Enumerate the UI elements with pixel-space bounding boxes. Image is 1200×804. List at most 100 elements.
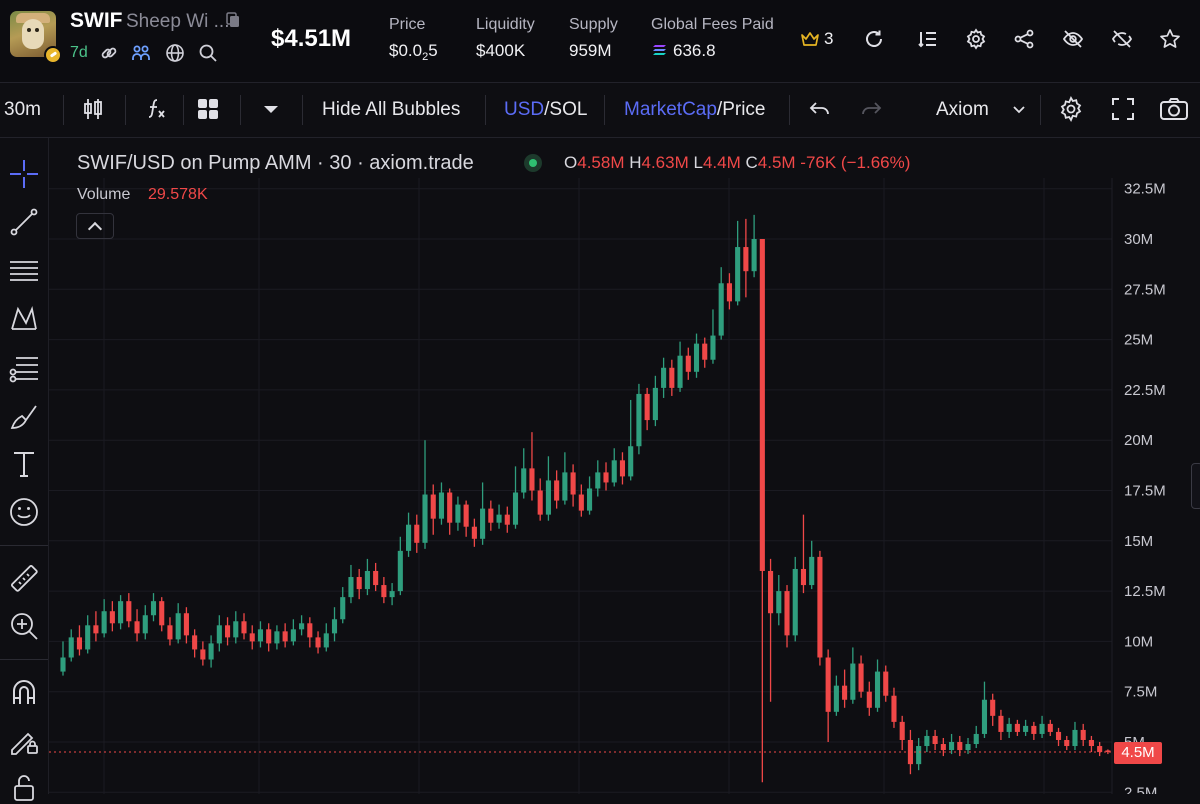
candle-body bbox=[924, 735, 930, 747]
candle-body bbox=[480, 508, 486, 539]
panel-resize-handle[interactable] bbox=[1191, 463, 1200, 509]
magnet-icon[interactable] bbox=[8, 676, 40, 708]
price-option[interactable]: /Price bbox=[716, 99, 766, 120]
token-avatar[interactable] bbox=[10, 11, 56, 57]
candle-body bbox=[224, 625, 231, 638]
price-value: $0.025 bbox=[389, 41, 438, 63]
candle-body bbox=[587, 488, 593, 511]
refresh-icon[interactable] bbox=[863, 28, 885, 50]
ruler-icon[interactable] bbox=[8, 562, 40, 594]
brush-icon[interactable] bbox=[8, 400, 40, 432]
candle-body bbox=[776, 591, 782, 614]
search-icon[interactable] bbox=[198, 43, 218, 63]
candle-body bbox=[1047, 723, 1053, 732]
candle-body bbox=[216, 625, 222, 644]
y-tick-label: 20M bbox=[1124, 432, 1153, 449]
collapse-legend-button[interactable] bbox=[76, 213, 114, 239]
layout-selector[interactable]: Axiom bbox=[936, 99, 989, 120]
candle-body bbox=[1080, 729, 1086, 740]
indicators-icon[interactable] bbox=[143, 96, 169, 122]
interval-selector[interactable]: 30m bbox=[4, 99, 41, 120]
candle-body bbox=[85, 625, 91, 650]
candle-body bbox=[842, 685, 848, 700]
candle-body bbox=[702, 343, 708, 360]
candle-body bbox=[850, 663, 856, 700]
currency-toggle[interactable]: USD/SOL bbox=[504, 99, 587, 121]
undo-icon[interactable] bbox=[807, 96, 833, 122]
metric-toggle[interactable]: MarketCap/Price bbox=[624, 99, 766, 121]
candle-body bbox=[430, 494, 436, 519]
candle-body bbox=[406, 524, 412, 551]
lock-icon[interactable] bbox=[8, 772, 40, 804]
candle-body bbox=[949, 742, 955, 751]
chevron-down-icon[interactable] bbox=[258, 96, 284, 122]
crown-icon[interactable] bbox=[800, 30, 820, 48]
candle-body bbox=[364, 570, 370, 590]
hide-bubbles-button[interactable]: Hide All Bubbles bbox=[322, 99, 461, 120]
redo-icon[interactable] bbox=[858, 96, 884, 122]
candle-body bbox=[307, 623, 313, 638]
sol-option[interactable]: /SOL bbox=[544, 99, 588, 120]
lock-drawing-icon[interactable] bbox=[8, 724, 40, 756]
people-icon[interactable] bbox=[131, 43, 151, 63]
eye-slash-icon[interactable] bbox=[1111, 28, 1133, 50]
candle-body bbox=[266, 629, 272, 644]
candle-body bbox=[1072, 729, 1078, 747]
link-icon[interactable] bbox=[99, 43, 119, 63]
text-tool-icon[interactable] bbox=[8, 448, 40, 480]
candle-body bbox=[800, 568, 807, 586]
fullscreen-icon[interactable] bbox=[1110, 96, 1136, 122]
candle-body bbox=[825, 657, 831, 712]
candle-body bbox=[833, 685, 839, 712]
candle-body bbox=[677, 355, 683, 388]
candle-body bbox=[257, 629, 264, 642]
candle-body bbox=[200, 649, 206, 660]
market-cap: $4.51M bbox=[271, 25, 352, 52]
open-value: 4.58M bbox=[577, 153, 625, 172]
layout-chevron-icon[interactable] bbox=[1008, 96, 1030, 122]
usd-option[interactable]: USD bbox=[504, 99, 545, 120]
crosshair-icon[interactable] bbox=[8, 158, 40, 190]
candle-body bbox=[595, 472, 601, 489]
candle-body bbox=[998, 715, 1004, 732]
screenshot-icon[interactable] bbox=[1159, 96, 1189, 122]
list-icon[interactable] bbox=[917, 28, 939, 50]
layout-grid-icon[interactable] bbox=[195, 96, 221, 122]
candle-body bbox=[1097, 746, 1103, 753]
share-icon[interactable] bbox=[1013, 28, 1035, 50]
holders-count[interactable]: 3 bbox=[824, 29, 834, 48]
candle-body bbox=[447, 492, 453, 523]
marketcap-option[interactable]: MarketCap bbox=[624, 99, 717, 120]
close-value: 4.5M bbox=[757, 153, 796, 172]
star-icon[interactable] bbox=[1159, 28, 1181, 50]
globe-icon[interactable] bbox=[165, 43, 185, 63]
candle-body bbox=[735, 247, 741, 302]
candle-body bbox=[142, 615, 148, 634]
emoji-icon[interactable] bbox=[8, 496, 40, 528]
candle-body bbox=[529, 468, 535, 491]
candle-body bbox=[118, 601, 124, 624]
candle-body bbox=[1064, 739, 1070, 747]
y-tick-label: 10M bbox=[1124, 633, 1153, 650]
copy-icon[interactable] bbox=[225, 12, 241, 28]
candle-body bbox=[274, 631, 280, 644]
gear-icon[interactable] bbox=[965, 28, 987, 50]
pattern-icon[interactable] bbox=[8, 303, 40, 335]
candle-body bbox=[1105, 750, 1111, 753]
fib-retracement-icon[interactable] bbox=[8, 352, 40, 384]
trend-line-icon[interactable] bbox=[8, 206, 40, 238]
candle-body bbox=[751, 239, 757, 272]
price-chart[interactable]: 32.5M 30M 27.5M 25M 22.5M 20M 17.5M 15M 12.5M 10M… bbox=[49, 138, 1200, 794]
candle-body bbox=[562, 472, 568, 501]
candle-body bbox=[817, 556, 823, 658]
candle-type-icon[interactable] bbox=[80, 96, 106, 122]
candle-body bbox=[183, 613, 189, 636]
zoom-in-icon[interactable] bbox=[8, 610, 40, 642]
horizontal-lines-icon[interactable] bbox=[8, 254, 40, 286]
candle-body bbox=[68, 637, 74, 658]
y-tick-label: 25M bbox=[1124, 332, 1153, 349]
chart-settings-icon[interactable] bbox=[1058, 96, 1084, 122]
candle-body bbox=[891, 695, 897, 722]
candlestick-plot[interactable]: 32.5M 30M 27.5M 25M 22.5M 20M 17.5M 15M 12.5M 10M… bbox=[49, 138, 1200, 794]
eye-off-icon[interactable] bbox=[1062, 28, 1084, 50]
